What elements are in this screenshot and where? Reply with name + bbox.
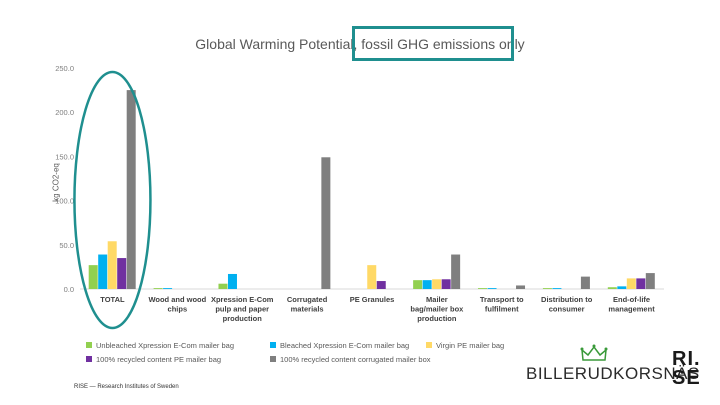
y-tick-label: 100.0 (55, 197, 74, 206)
x-tick-label-line: Corrugated (287, 295, 328, 304)
legend-row: Unbleached Xpression E-Com mailer bag Bl… (86, 338, 606, 352)
bar (218, 283, 228, 289)
legend-row: 100% recycled content PE mailer bag 100%… (86, 352, 606, 366)
bar (636, 278, 646, 289)
x-tick-label: Mailer bag/mailer box production (410, 295, 464, 323)
legend-item: Virgin PE mailer bag (426, 341, 504, 350)
bar (617, 286, 627, 289)
x-tick-label: Wood and wood chips (148, 295, 206, 314)
rise-logo: RI. SE (672, 348, 712, 389)
bar (441, 279, 451, 289)
legend-label: Unbleached Xpression E-Com mailer bag (96, 340, 234, 350)
legend-label: 100% recycled content PE mailer bag (96, 354, 222, 364)
x-tick-label-line: consumer (549, 305, 585, 314)
bar (516, 285, 526, 289)
y-tick-label: 150.0 (55, 152, 74, 161)
bar (607, 287, 617, 289)
legend-swatch (270, 356, 276, 362)
x-tick-label: PE Granules (350, 295, 395, 304)
legend-swatch (86, 342, 92, 348)
legend-swatch (426, 342, 432, 348)
crown-icon (580, 344, 608, 361)
x-tick-label: Transport to fulfilment (480, 295, 524, 314)
x-tick-label-line: materials (291, 305, 324, 314)
x-tick-label-line: TOTAL (100, 295, 125, 304)
x-tick-label: Distribution to consumer (541, 295, 593, 314)
x-tick-label-line: End-of-life (613, 295, 650, 304)
legend-label: Bleached Xpression E-Com mailer bag (280, 340, 410, 350)
legend: Unbleached Xpression E-Com mailer bag Bl… (86, 338, 606, 366)
bar (552, 288, 562, 289)
x-tick-label-line: PE Granules (350, 295, 395, 304)
legend-item: 100% recycled content PE mailer bag (86, 355, 270, 364)
x-tick-label-line: Xpression E-Com (211, 295, 274, 304)
bar (321, 157, 331, 289)
bar (126, 90, 136, 289)
y-tick-label: 50.0 (59, 241, 74, 250)
bar (98, 254, 108, 289)
rise-logo-line: RI. (672, 348, 701, 370)
bar (376, 281, 386, 289)
legend-item: Bleached Xpression E-Com mailer bag (270, 341, 426, 350)
highlight-box (352, 26, 514, 61)
bar (580, 276, 590, 289)
bar (451, 254, 461, 289)
bar (478, 288, 488, 289)
legend-swatch (86, 356, 92, 362)
bar (163, 288, 173, 289)
legend-item: Unbleached Xpression E-Com mailer bag (86, 341, 270, 350)
y-tick-label: 250.0 (55, 64, 74, 73)
bar (117, 258, 127, 289)
legend-label: 100% recycled content corrugated mailer … (280, 354, 431, 364)
x-tick-label-line: production (223, 314, 263, 323)
bar (88, 265, 98, 289)
x-tick-label-line: Distribution to (541, 295, 593, 304)
x-tick-label: Xpression E-Com pulp and paper production (211, 295, 274, 323)
x-tick-label: End-of-life management (608, 295, 655, 314)
x-tick-label-line: production (417, 314, 457, 323)
x-tick-label-line: Wood and wood (148, 295, 206, 304)
bar (645, 273, 655, 289)
bar (487, 288, 497, 289)
legend-item: 100% recycled content corrugated mailer … (270, 355, 431, 364)
y-tick-label: 0.0 (64, 285, 74, 294)
x-tick-label-line: bag/mailer box (410, 305, 464, 314)
bar (542, 288, 552, 289)
x-tick-label: Corrugated materials (287, 295, 328, 314)
y-tick-label: 200.0 (55, 108, 74, 117)
x-tick-label-line: fulfilment (485, 305, 519, 314)
highlight-ellipse (73, 70, 152, 330)
bar (107, 241, 117, 289)
bar (413, 280, 423, 289)
x-tick-label-line: management (608, 305, 655, 314)
bar (153, 288, 163, 289)
legend-swatch (270, 342, 276, 348)
bar (367, 265, 377, 289)
x-tick-label-line: Transport to (480, 295, 524, 304)
x-tick-label: TOTAL (100, 295, 125, 304)
bar (626, 278, 636, 289)
legend-label: Virgin PE mailer bag (436, 340, 505, 350)
bar (422, 280, 432, 289)
x-tick-label-line: Mailer (426, 295, 448, 304)
bar (227, 273, 237, 289)
y-axis-label: kg CO2-eq (51, 163, 61, 202)
x-tick-label-line: pulp and paper (215, 305, 269, 314)
billerudkorsnas-logo: BILLERUDKORSNÄS (526, 364, 700, 383)
rise-logo-line: SE (672, 367, 701, 389)
footer-text: RISE — Research Institutes of Sweden (74, 384, 179, 390)
bar (432, 279, 442, 289)
x-tick-label-line: chips (168, 305, 188, 314)
chart-title: Global Warming Potential, fossil GHG emi… (195, 36, 525, 52)
